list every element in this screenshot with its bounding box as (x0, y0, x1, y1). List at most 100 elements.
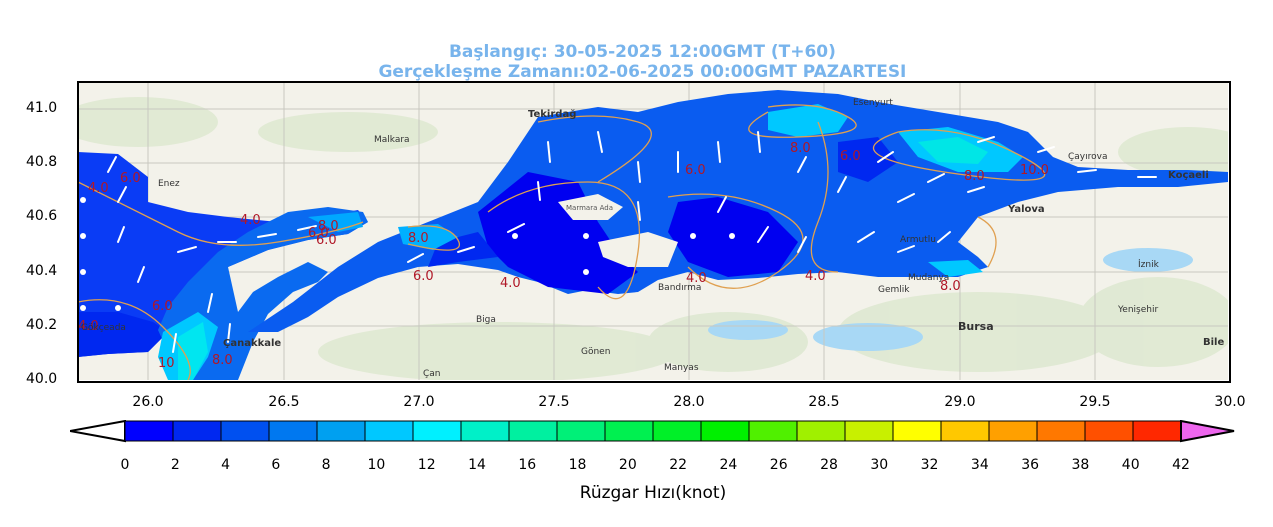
map-header: Başlangıç: 30-05-2025 12:00GMT (T+60) Ge… (0, 22, 1273, 82)
marmara-island (558, 194, 623, 220)
contour-label: 6.0 (685, 163, 706, 178)
colorbar-cell (364, 420, 414, 442)
contour-label: 4.0 (240, 213, 261, 228)
calm-zone-west (478, 172, 638, 294)
lon-tick-label: 26.0 (132, 394, 164, 410)
colorbar-tick-label: 26 (769, 457, 788, 473)
contour-label: 4.0 (500, 276, 521, 291)
place-name: Gönen (581, 347, 610, 357)
colorbar-tick-label: 36 (1021, 457, 1040, 473)
colorbar-cell (556, 420, 606, 442)
colorbar-cell (748, 420, 798, 442)
aegean-peak (178, 322, 208, 380)
colorbar-cell (172, 420, 222, 442)
place-name: Biga (476, 315, 496, 325)
contour-label: 6.0 (413, 269, 434, 284)
contour-label: 8.0 (212, 353, 233, 368)
place-name: Marmara Ada (566, 204, 613, 212)
colorbar-tick-label: 6 (271, 457, 281, 473)
colorbar-tick-label: 0 (120, 457, 130, 473)
contour-label: 8.0 (964, 169, 985, 184)
wind-map[interactable]: 4.0 6.0 6.0 4.0 6.0 8.0 8.0 6.0 4.0 6.0 … (78, 82, 1228, 380)
colorbar-cell (508, 420, 558, 442)
lake-iznik (1103, 248, 1193, 272)
place-name: Manyas (664, 363, 699, 373)
wind-speed-colorbar (70, 420, 1235, 443)
contour-label: 8.0 (408, 231, 429, 246)
colorbar-cell (988, 420, 1038, 442)
lon-tick-label: 27.0 (403, 394, 435, 410)
place-name: Bile (1203, 337, 1224, 348)
colorbar-cell (1036, 420, 1086, 442)
lat-tick-label: 40.6 (26, 208, 58, 224)
colorbar-cell (1132, 420, 1182, 442)
contour-label: 8.0 (790, 141, 811, 156)
colorbar-tick-label: 16 (518, 457, 537, 473)
colorbar-cell (124, 420, 174, 442)
colorbar-tick-label: 28 (820, 457, 838, 473)
colorbar-cell (268, 420, 318, 442)
contour-label: 4.0 (686, 271, 707, 286)
lake-manyas (708, 320, 788, 340)
place-name: İznik (1138, 259, 1160, 270)
contour-label: 6.0 (152, 299, 173, 314)
high-zone-south (928, 260, 983, 277)
place-name: Enez (158, 179, 180, 189)
contour-label: 4.0 (78, 319, 99, 334)
contour-label: 8.0 (940, 279, 961, 294)
contour-label: 4.0 (805, 269, 826, 284)
lon-tick-label: 29.5 (1079, 394, 1111, 410)
colorbar-cell (316, 420, 366, 442)
contour-label: 6.0 (840, 149, 861, 164)
colorbar-cell (412, 420, 462, 442)
place-name: Çan (423, 369, 441, 379)
contour-label: 6.0 (308, 226, 329, 241)
lat-tick-label: 41.0 (26, 100, 58, 116)
peak-zone-east (918, 137, 988, 164)
lon-tick-label: 28.0 (673, 394, 705, 410)
colorbar-cell (652, 420, 702, 442)
place-name: Esenyurt (853, 98, 893, 108)
lat-tick-label: 40.8 (26, 154, 58, 170)
colorbar-cell (460, 420, 510, 442)
contour-label: 10.0 (1020, 163, 1049, 178)
start-time-label: Başlangıç: 30-05-2025 12:00GMT (T+60) (448, 42, 836, 62)
lon-tick-label: 30.0 (1214, 394, 1246, 410)
place-name: Bursa (958, 320, 994, 333)
colorbar-cell (892, 420, 942, 442)
colorbar-tick-label: 18 (568, 457, 587, 473)
colorbar-high-extension (1180, 420, 1235, 443)
station-markers (80, 197, 735, 311)
contour-lines (78, 104, 1046, 380)
place-name: Gökçeada (81, 323, 126, 333)
contour-label: 4.0 (88, 181, 109, 196)
lon-tick-label: 29.0 (944, 394, 976, 410)
lat-tick-label: 40.2 (26, 317, 58, 333)
colorbar-cell (796, 420, 846, 442)
place-name: Bandırma (658, 283, 701, 293)
high-zone-north (768, 104, 848, 137)
colorbar-cell (604, 420, 654, 442)
contour-label: 8.0 (318, 219, 339, 234)
lon-tick-label: 28.5 (808, 394, 840, 410)
place-name: Koçaeli (1168, 170, 1209, 181)
contour-label-group: 4.0 6.0 6.0 4.0 6.0 8.0 8.0 6.0 4.0 6.0 … (78, 141, 1049, 371)
colorbar-tick-label: 34 (970, 457, 989, 473)
valid-time-label: Gerçekleşme Zamanı:02-06-2025 00:00GMT P… (378, 62, 907, 82)
lon-tick-label: 27.5 (538, 394, 570, 410)
high-zone-west (398, 224, 458, 250)
colorbar-tick-label: 42 (1172, 457, 1190, 473)
place-name: Malkara (374, 135, 410, 145)
colorbar-title: Rüzgar Hızı(knot) (579, 483, 727, 503)
place-name: Çanakkale (223, 338, 281, 349)
lon-tick-label: 26.5 (268, 394, 300, 410)
sea-aegean-south (78, 312, 168, 357)
place-name: Yalova (1007, 204, 1045, 215)
colorbar-tick-label: 40 (1121, 457, 1140, 473)
colorbar-cell (844, 420, 894, 442)
colorbar-tick-label: 2 (170, 457, 180, 473)
zone-north-east (838, 137, 898, 182)
place-name: Gemlik (878, 285, 910, 295)
wind-barbs (107, 131, 1157, 353)
colorbar-cell (220, 420, 270, 442)
